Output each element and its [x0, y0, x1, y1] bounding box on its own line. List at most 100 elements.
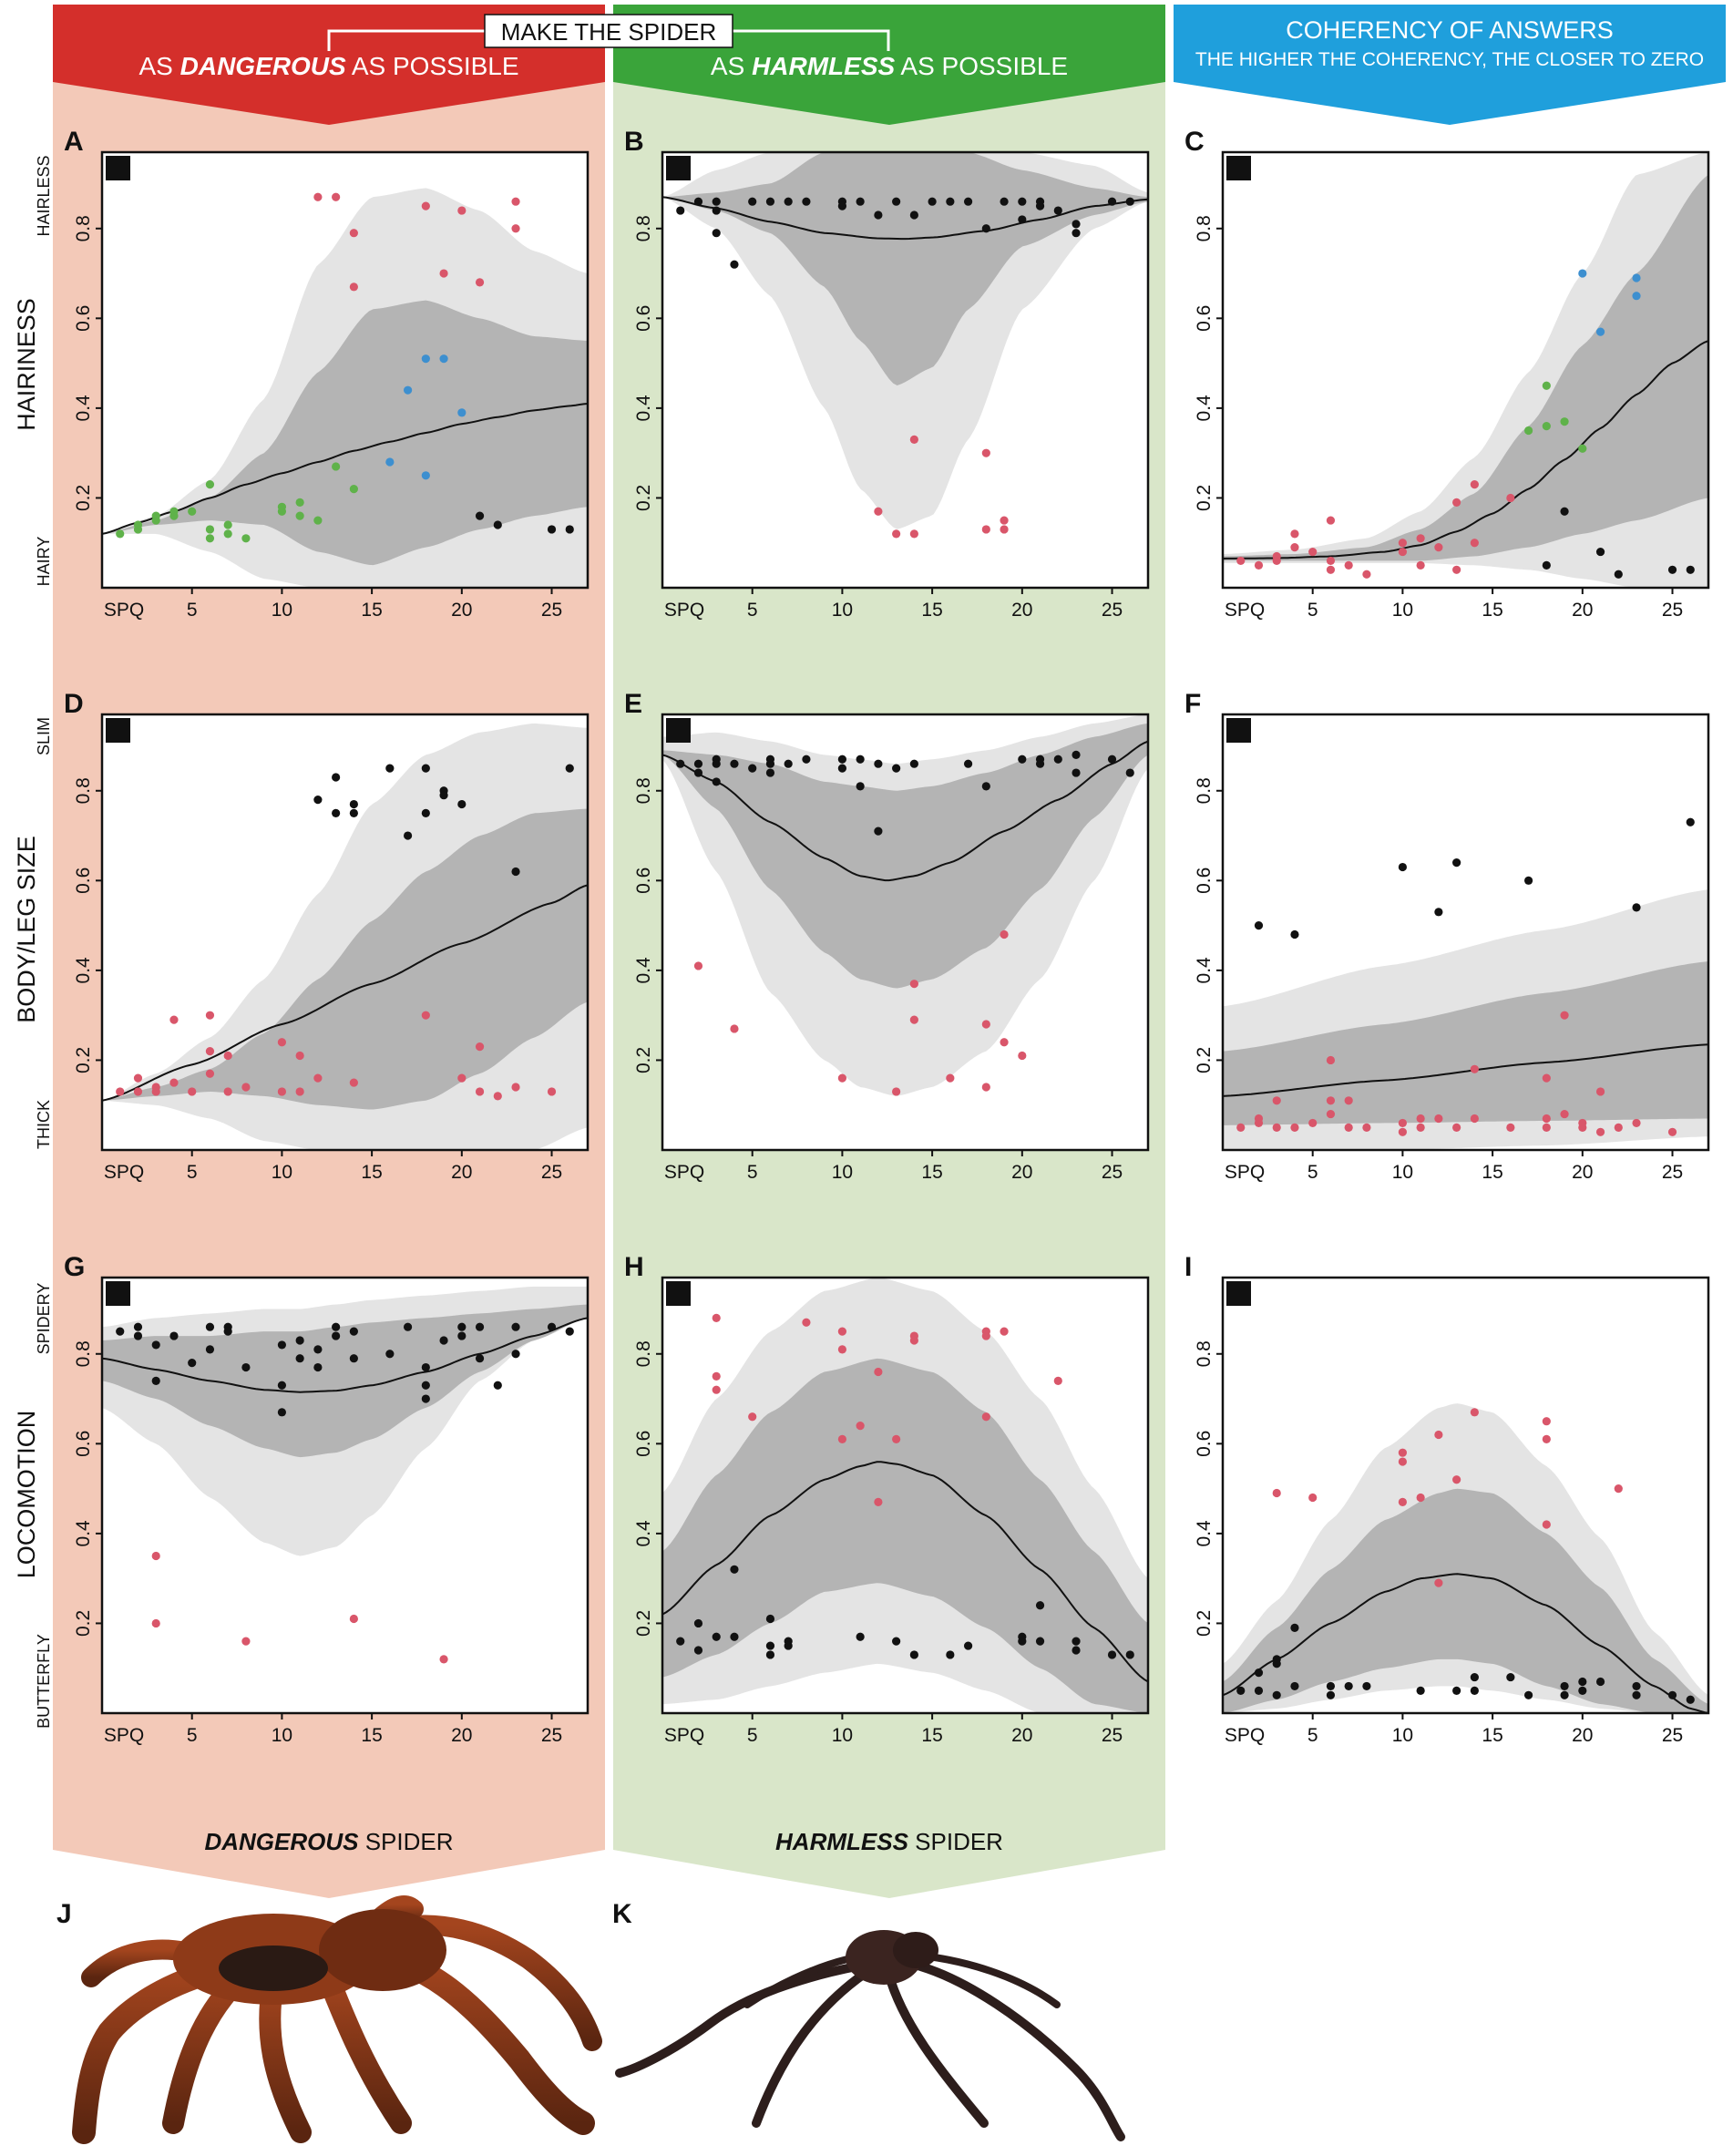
corner-marker: [106, 718, 130, 743]
data-point-black: [277, 1381, 287, 1390]
data-point-red: [1578, 1123, 1587, 1132]
inner-confidence-band: [102, 808, 588, 1110]
data-point-black: [1272, 1659, 1281, 1668]
dangerous-spider-image: [72, 1895, 602, 2144]
data-point-red: [1272, 1096, 1281, 1105]
panel-I: SPQ 5 10 15 20 25 0.2 0.4 0.6 0.8 I: [1184, 1252, 1710, 1746]
data-point-black: [511, 1322, 520, 1331]
data-point-black: [1254, 921, 1264, 930]
data-point-red: [874, 1497, 883, 1506]
row-title-hairiness: HAIRINESS: [13, 298, 40, 431]
data-point-red: [1254, 560, 1264, 570]
x-tick-label: 25: [1102, 600, 1123, 621]
inner-confidence-band: [1223, 1488, 1708, 1713]
data-point-black: [1523, 876, 1533, 885]
panel-letter-A: A: [64, 127, 84, 157]
data-point-red: [1470, 1114, 1479, 1124]
data-point-red: [1542, 1073, 1551, 1083]
x-tick-label: 20: [1572, 1725, 1593, 1746]
data-point-black: [295, 1336, 304, 1345]
x-tick-label: 5: [187, 1162, 198, 1183]
data-point-red: [1272, 1488, 1281, 1498]
data-point-red: [332, 192, 341, 201]
data-point-red: [475, 278, 485, 287]
y-tick-label: 0.2: [73, 1610, 94, 1637]
data-point-black: [802, 197, 811, 206]
data-point-red: [802, 1318, 811, 1327]
x-tick-label: 20: [451, 1725, 472, 1746]
x-tick-label: 20: [1572, 600, 1593, 621]
data-point-red: [1362, 570, 1371, 579]
data-point-black: [693, 1618, 703, 1628]
x-tick-label: 15: [1482, 1725, 1502, 1746]
data-point-red: [241, 1637, 251, 1646]
data-point-black: [277, 1408, 287, 1417]
data-point-black: [1614, 570, 1623, 579]
data-point-black: [765, 1650, 775, 1659]
data-point-green: [188, 507, 197, 516]
data-point-red: [511, 197, 520, 206]
data-point-black: [1560, 507, 1569, 516]
data-point-red: [981, 1412, 990, 1422]
data-point-black: [565, 1327, 574, 1336]
fitted-curve: [662, 196, 1148, 241]
data-point-black: [909, 759, 918, 768]
x-tick-label: 15: [361, 1162, 382, 1183]
data-point-black: [385, 1350, 395, 1359]
fitted-curve: [1223, 1043, 1708, 1097]
x-tick-label: 25: [541, 1725, 562, 1746]
dangerous-spider-caption: DANGEROUS SPIDER: [204, 1828, 453, 1855]
data-point-black: [439, 791, 448, 800]
data-point-red: [856, 1422, 865, 1431]
row-label-body-leg-size: BODY/LEG SIZE SLIM THICK: [13, 717, 53, 1149]
data-point-black: [892, 1637, 901, 1646]
data-point-blue: [421, 471, 430, 480]
data-point-blue: [1632, 292, 1641, 301]
x-tick-label: 10: [1392, 600, 1413, 621]
data-point-black: [802, 755, 811, 764]
row-title-body-leg-size: BODY/LEG SIZE: [13, 836, 40, 1023]
data-point-red: [457, 1073, 467, 1083]
data-point-black: [765, 759, 775, 768]
data-point-blue: [457, 408, 467, 417]
y-tick-label: 0.2: [633, 485, 654, 511]
data-point-black: [1632, 1681, 1641, 1691]
data-point-black: [241, 1362, 251, 1372]
data-point-black: [223, 1327, 232, 1336]
data-point-red: [1506, 1123, 1515, 1132]
data-point-black: [1107, 755, 1117, 764]
plot-content: [102, 1286, 588, 1664]
data-point-red: [349, 282, 358, 292]
data-point-black: [511, 1350, 520, 1359]
data-point-black: [1470, 1672, 1479, 1682]
data-point-black: [332, 1322, 341, 1331]
x-tick-label: 15: [921, 600, 942, 621]
data-point-black: [909, 1650, 918, 1659]
data-point-black: [1326, 1681, 1336, 1691]
panel-F: SPQ 5 10 15 20 25 0.2 0.4 0.6 0.8 F: [1184, 689, 1710, 1183]
data-point-red: [349, 1614, 358, 1624]
data-point-black: [349, 808, 358, 818]
data-point-green: [1560, 417, 1569, 426]
data-point-black: [676, 1637, 685, 1646]
data-point-black: [1434, 908, 1443, 917]
data-point-black: [1667, 1690, 1677, 1699]
data-point-blue: [421, 354, 430, 364]
data-point-black: [765, 197, 775, 206]
data-point-black: [981, 782, 990, 791]
data-point-black: [493, 1381, 502, 1390]
data-point-red: [1542, 1520, 1551, 1529]
x-tick-label: 25: [1102, 1725, 1123, 1746]
data-point-red: [511, 224, 520, 233]
data-point-black: [1686, 565, 1695, 574]
data-point-red: [981, 448, 990, 457]
data-point-black: [730, 260, 739, 269]
data-point-black: [511, 867, 520, 877]
data-point-black: [1000, 197, 1009, 206]
data-point-black: [475, 1322, 485, 1331]
data-point-red: [1470, 539, 1479, 548]
data-point-black: [475, 511, 485, 520]
y-tick-label: 0.4: [633, 395, 654, 422]
data-point-red: [205, 1011, 215, 1020]
data-point-black: [946, 197, 955, 206]
